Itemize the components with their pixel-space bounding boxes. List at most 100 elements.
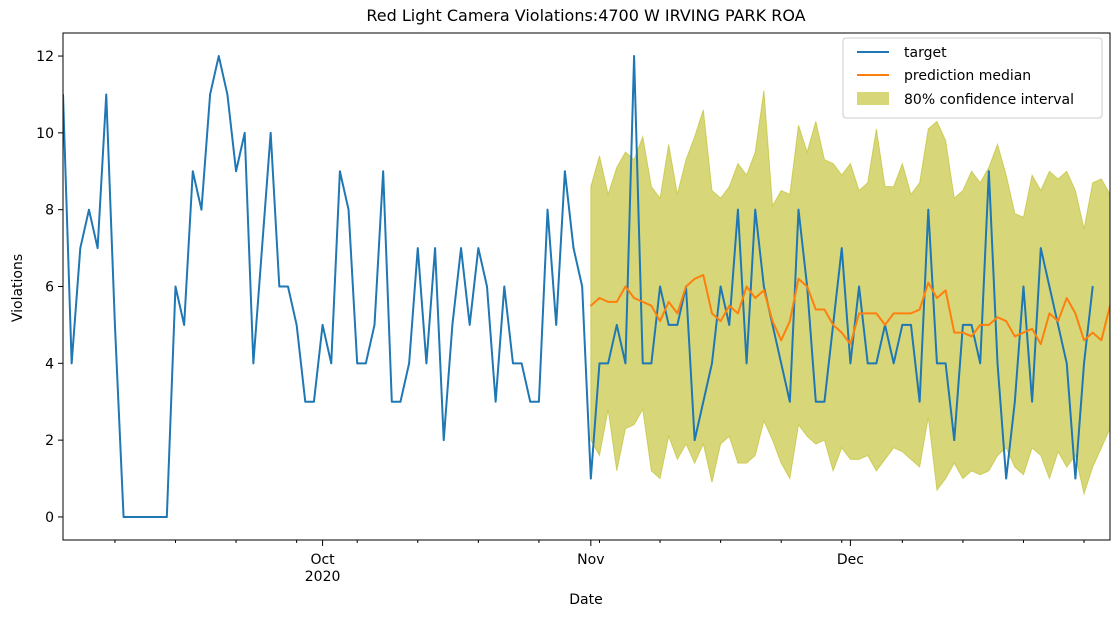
target-point (278, 285, 281, 288)
target-point (953, 439, 956, 441)
target-line (63, 55, 1094, 518)
prediction-median-point (988, 324, 990, 326)
prediction-median-point (996, 316, 999, 319)
target-point (918, 400, 921, 403)
target-point (719, 285, 722, 288)
prediction-median-point (944, 289, 947, 292)
target-point (416, 247, 419, 249)
target-point (79, 247, 82, 249)
target-point (581, 285, 583, 288)
target-point (520, 362, 523, 365)
target-point (1014, 400, 1016, 403)
x-tick-sublabel: 2020 (305, 569, 341, 585)
prediction-median-point (607, 301, 609, 303)
target-point (261, 247, 263, 249)
target-point (1074, 477, 1077, 480)
target-point (347, 208, 350, 211)
target-point (1083, 362, 1085, 365)
target-point (226, 93, 229, 96)
x-tick-label: Oct (310, 552, 335, 568)
y-tick-label: 10 (36, 126, 54, 142)
target-point (901, 324, 904, 326)
target-point (382, 170, 384, 173)
prediction-median-point (771, 320, 774, 322)
prediction-median-point (1074, 312, 1077, 315)
target-point (641, 362, 644, 365)
target-point (408, 362, 410, 365)
prediction-median-point (858, 312, 860, 315)
target-point (633, 55, 635, 57)
y-tick-label: 4 (45, 356, 54, 372)
prediction-median-point (1083, 339, 1085, 342)
y-tick-label: 0 (45, 510, 54, 526)
prediction-median-point (676, 312, 679, 315)
target-point (330, 362, 333, 365)
target-point (434, 247, 436, 249)
target-point (866, 362, 869, 365)
plot-clip-group (63, 55, 1110, 518)
target-point (1005, 477, 1007, 480)
prediction-median-point (797, 278, 800, 280)
legend: target prediction median 80% confidence … (842, 37, 1103, 119)
target-point (624, 362, 627, 365)
target-point (970, 324, 973, 326)
prediction-median-point (840, 331, 843, 334)
target-point (996, 362, 999, 365)
prediction-median-point (884, 324, 886, 326)
y-axis-ticks: 0 2 4 6 8 10 12 (36, 49, 63, 526)
target-point (140, 516, 142, 518)
legend-target-label: target (904, 45, 947, 61)
prediction-median-point (693, 278, 696, 280)
target-point (1031, 400, 1033, 403)
prediction-median-point (849, 343, 852, 345)
target-point (460, 247, 462, 249)
target-point (1039, 247, 1042, 249)
target-point (494, 400, 497, 403)
target-point (693, 439, 696, 441)
target-point (391, 400, 393, 403)
target-point (468, 324, 471, 326)
target-point (546, 208, 549, 211)
prediction-median-point (763, 289, 765, 292)
target-point (849, 362, 852, 365)
target-point (200, 208, 203, 211)
target-point (875, 362, 878, 365)
chart-title: Red Light Camera Violations:4700 W IRVIN… (366, 6, 805, 25)
prediction-median-point (936, 297, 938, 299)
target-point (105, 93, 108, 96)
target-point (1065, 362, 1068, 365)
target-point (962, 324, 964, 326)
target-point (1057, 324, 1059, 326)
prediction-median-point (1005, 320, 1007, 322)
target-point (789, 400, 791, 403)
prediction-median-point (737, 312, 739, 315)
prediction-median-point (754, 297, 757, 299)
target-point (667, 324, 670, 326)
target-point (365, 362, 367, 365)
target-point (840, 247, 843, 249)
target-point (650, 362, 653, 365)
prediction-median-point (901, 312, 904, 315)
prediction-median-point (1065, 297, 1068, 299)
target-point (763, 285, 765, 288)
target-point (988, 170, 990, 173)
prediction-median-point (1048, 312, 1051, 315)
target-point (477, 247, 480, 249)
target-point (114, 324, 116, 326)
prediction-median-point (892, 312, 895, 315)
target-point (564, 170, 566, 173)
target-point (910, 324, 912, 326)
x-tick-label: Nov (577, 552, 604, 568)
prediction-median-point (979, 324, 982, 326)
target-point (217, 55, 220, 57)
y-tick-label: 8 (45, 203, 54, 219)
prediction-median-point (1022, 331, 1025, 334)
prediction-median-point (1091, 331, 1094, 334)
target-point (745, 362, 748, 365)
prediction-median-point (650, 304, 653, 307)
target-point (122, 516, 125, 518)
target-point (598, 362, 601, 365)
target-point (131, 516, 134, 518)
